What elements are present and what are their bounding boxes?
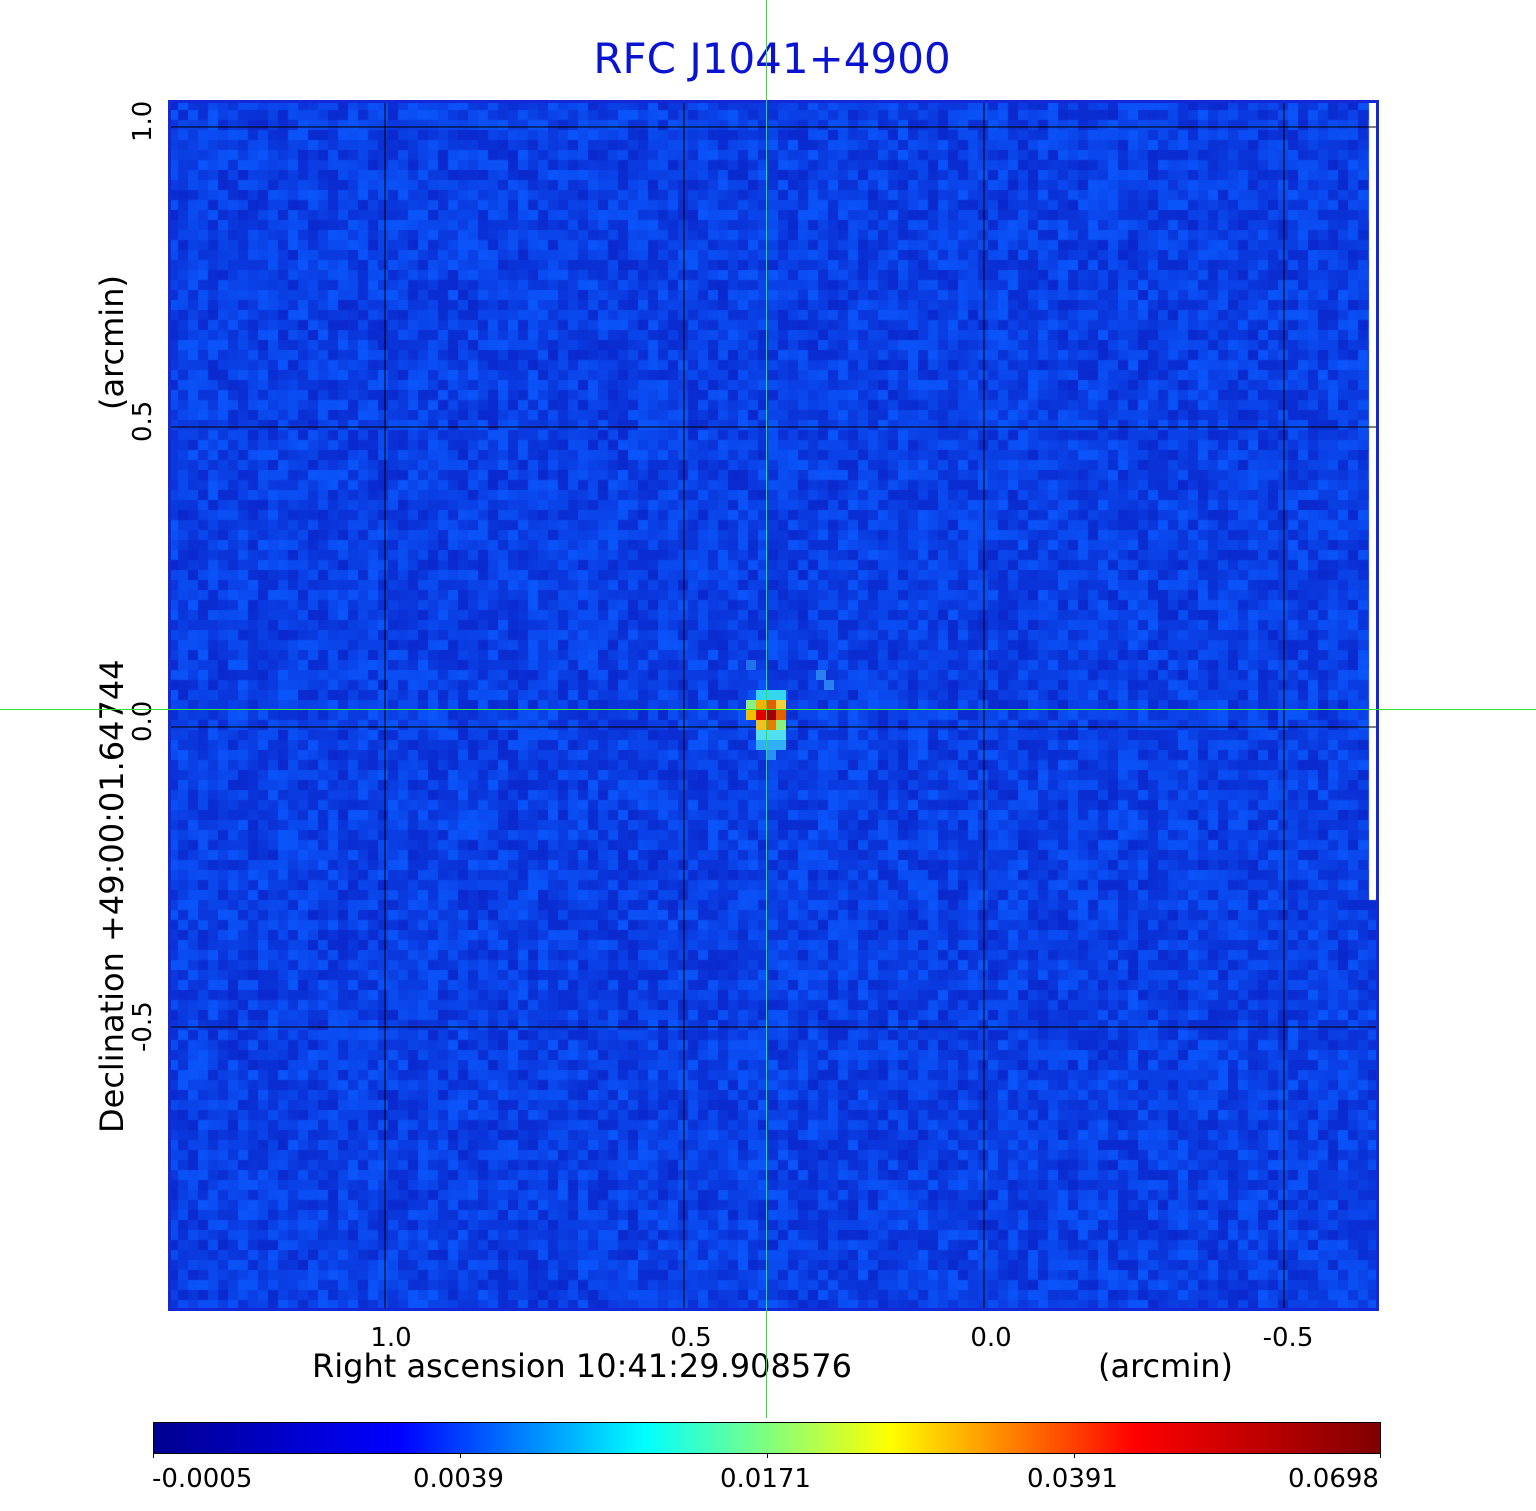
x-tick-label: 0.0 (970, 1323, 1012, 1353)
source-pixel (746, 660, 756, 670)
plot-title: RFC J1041+4900 (593, 34, 951, 83)
colorbar-tick-label: 0.0171 (720, 1464, 811, 1494)
crosshair-horizontal[interactable] (0, 709, 1536, 710)
source-pixel (756, 710, 766, 720)
x-tick-label: 1.0 (370, 1323, 412, 1353)
source-pixel (776, 690, 786, 700)
source-pixel (756, 700, 766, 710)
source-pixel (776, 720, 786, 730)
radio-image-map[interactable] (168, 100, 1377, 1309)
colorbar-tick-mark (1380, 1454, 1381, 1458)
colorbar-tick-label: -0.0005 (152, 1464, 253, 1494)
y-axis-label: Declination +49:00:01.64744 (93, 659, 131, 1133)
y-axis-unit: (arcmin) (93, 275, 131, 410)
source-pixel (766, 700, 776, 710)
coordinate-grid (168, 100, 1377, 1309)
source-pixel (766, 730, 776, 740)
source-pixel (816, 670, 826, 680)
colorbar-tick-label: 0.0039 (413, 1464, 504, 1494)
x-axis-unit: (arcmin) (1098, 1347, 1233, 1385)
source-pixel (776, 710, 786, 720)
source-pixel (766, 720, 776, 730)
y-tick-label: 0.5 (128, 400, 158, 442)
source-pixel (746, 700, 756, 710)
colorbar-tick-label: 0.0698 (1288, 1464, 1379, 1494)
y-tick-label: 1.0 (128, 100, 158, 142)
source-pixel (776, 700, 786, 710)
source-pixel (776, 740, 786, 750)
y-tick-label: 0.0 (128, 700, 158, 742)
colorbar-tick-mark (1074, 1454, 1075, 1458)
y-tick-label: -0.5 (128, 1001, 158, 1052)
central-source (746, 660, 834, 760)
source-pixel (766, 750, 776, 760)
colorbar (153, 1422, 1381, 1454)
colorbar-tick-label: 0.0391 (1027, 1464, 1118, 1494)
source-pixel (776, 730, 786, 740)
source-pixel (766, 710, 776, 720)
source-pixel (766, 740, 776, 750)
x-tick-label: 0.5 (670, 1323, 712, 1353)
source-pixel (756, 720, 766, 730)
map-overlay (168, 100, 1377, 1309)
source-pixel (766, 690, 776, 700)
source-pixel (756, 690, 766, 700)
source-pixel (756, 730, 766, 740)
source-pixel (746, 710, 756, 720)
colorbar-tick-mark (153, 1454, 154, 1458)
x-axis-label: Right ascension 10:41:29.908576 (312, 1347, 852, 1385)
source-pixel (824, 680, 834, 690)
x-tick-label: -0.5 (1262, 1323, 1314, 1353)
colorbar-tick-mark (460, 1454, 461, 1458)
source-pixel (756, 740, 766, 750)
colorbar-tick-mark (767, 1454, 768, 1458)
